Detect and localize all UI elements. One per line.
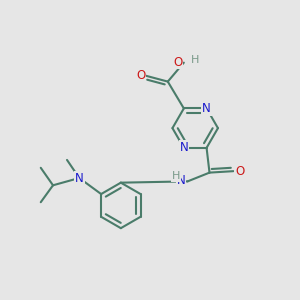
Text: N: N bbox=[176, 174, 185, 187]
Text: O: O bbox=[136, 69, 145, 82]
Text: N: N bbox=[202, 102, 211, 115]
Text: H: H bbox=[172, 171, 180, 181]
Text: N: N bbox=[179, 141, 188, 154]
Text: O: O bbox=[173, 56, 182, 68]
Text: H: H bbox=[191, 55, 200, 65]
Text: O: O bbox=[235, 165, 244, 178]
Text: N: N bbox=[75, 172, 84, 184]
